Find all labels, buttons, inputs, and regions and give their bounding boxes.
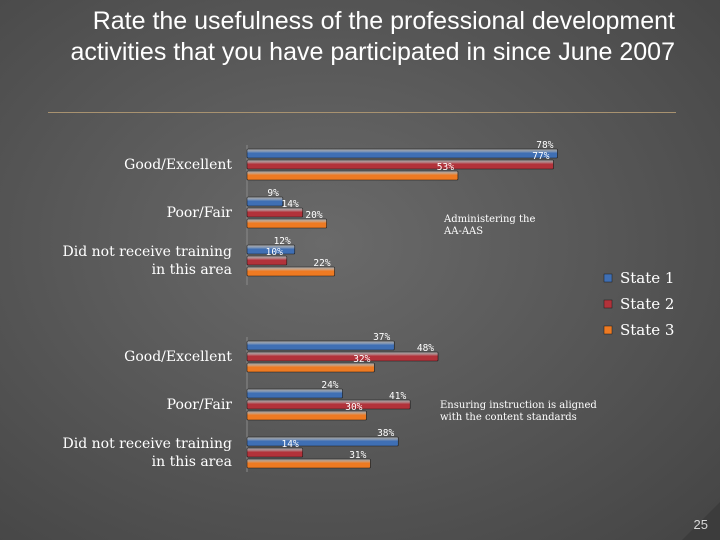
bar-state-2 [246,255,288,266]
category-label: Poor/Fair [167,205,233,221]
data-label: 12% [274,236,291,247]
bar-state-2 [246,207,304,218]
corner-decoration [682,502,720,540]
legend-swatch [603,299,613,309]
bar-state-2 [246,159,554,170]
data-label: 37% [373,332,390,343]
slide-title: Rate the usefulness of the professional … [70,7,675,66]
data-label: 22% [313,258,330,269]
data-label: 53% [437,162,454,173]
bar-state-2 [246,399,411,410]
bar-state-2 [246,447,304,458]
category-label: Good/Excellent [124,349,232,365]
category-label: Did not receive training in this area [63,244,233,278]
bar-state-2 [246,351,439,362]
data-label: 48% [417,343,434,354]
legend-label: State 2 [620,295,674,313]
data-label: 14% [282,199,299,210]
data-label: 24% [321,380,338,391]
category-label: Did not receive training in this area [63,436,233,470]
bar-state-1 [246,388,343,399]
bar-state-3 [246,266,335,277]
bar-state-1 [246,148,558,159]
data-label: 77% [532,151,549,162]
bar-state-3 [246,458,371,469]
data-label: 20% [305,210,322,221]
chart-annotation: Ensuring instruction is aligned with the … [440,400,597,423]
data-label: 38% [377,428,394,439]
data-label: 14% [282,439,299,450]
legend-swatch [603,325,613,335]
data-label: 31% [349,450,366,461]
title-divider [48,112,676,113]
chart-annotation: Administering the AA-AAS [443,214,535,237]
bar-state-1 [246,340,395,351]
legend-label: State 1 [620,269,674,287]
category-label: Good/Excellent [124,157,232,173]
bar-state-3 [246,170,459,181]
slide-number: 25 [693,517,708,532]
data-label: 41% [389,391,406,402]
bar-state-3 [246,410,367,421]
bar-state-1 [246,244,296,255]
category-label: Poor/Fair [167,397,233,413]
bar-state-3 [246,218,327,229]
data-label: 78% [536,140,553,151]
legend-label: State 3 [620,321,674,339]
data-label: 30% [345,402,362,413]
data-label: 9% [267,188,279,199]
bar-state-1 [246,436,399,447]
legend-swatch [603,273,613,283]
data-label: 10% [266,247,283,258]
data-label: 32% [353,354,370,365]
bar-state-1 [246,196,284,207]
bar-state-3 [246,362,375,373]
